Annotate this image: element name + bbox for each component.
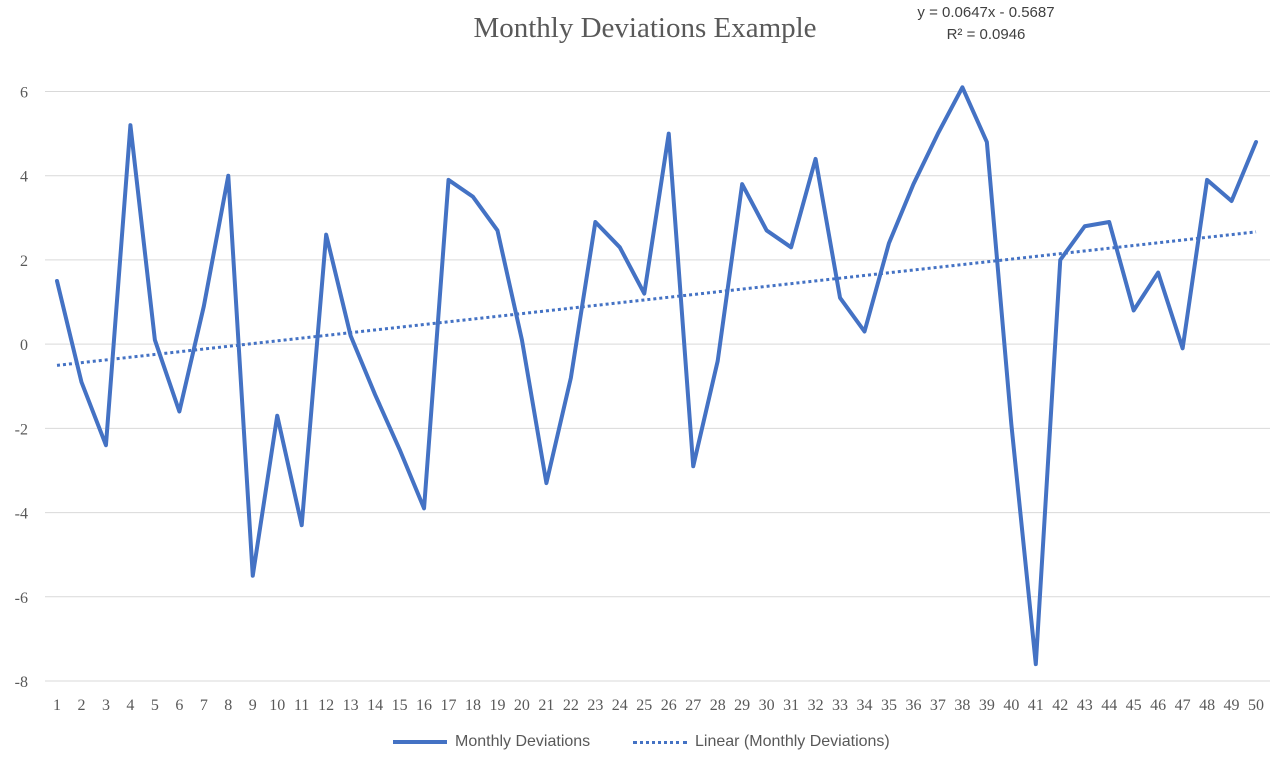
trendline-equation: y = 0.0647x - 0.5687 <box>917 4 1055 21</box>
x-tick-label: 12 <box>318 697 334 714</box>
x-tick-label: 18 <box>465 697 481 714</box>
legend: Monthly Deviations Linear (Monthly Devia… <box>0 732 1280 752</box>
x-tick-label: 31 <box>783 697 799 714</box>
x-axis-ticks: 1 2 3 4 5 6 7 8 9 10 11 12 13 14 15 16 17 18 19 20 21 22 23 24 2… <box>53 697 1264 714</box>
y-tick-label: -8 <box>15 674 28 691</box>
y-tick-label: -6 <box>15 590 28 607</box>
x-tick-label: 42 <box>1052 697 1068 714</box>
x-tick-label: 1 <box>53 697 61 714</box>
x-tick-label: 15 <box>392 697 408 714</box>
x-tick-label: 28 <box>710 697 726 714</box>
x-tick-label: 27 <box>685 697 701 714</box>
y-tick-label: 4 <box>20 169 28 186</box>
x-tick-label: 48 <box>1199 697 1215 714</box>
x-tick-label: 36 <box>905 697 921 714</box>
x-tick-label: 4 <box>126 697 134 714</box>
x-tick-label: 17 <box>441 697 457 714</box>
x-tick-label: 24 <box>612 697 628 714</box>
gridlines <box>45 91 1270 682</box>
trendline-r-squared: R² = 0.0946 <box>946 26 1026 43</box>
x-tick-label: 25 <box>636 697 652 714</box>
x-tick-label: 20 <box>514 697 530 714</box>
y-axis-ticks: 6 4 2 0 -2 -4 -6 -8 <box>15 85 28 692</box>
x-tick-label: 40 <box>1003 697 1019 714</box>
x-tick-label: 16 <box>416 697 432 714</box>
x-tick-label: 30 <box>759 697 775 714</box>
x-tick-label: 9 <box>249 697 257 714</box>
x-tick-label: 39 <box>979 697 995 714</box>
x-tick-label: 32 <box>808 697 824 714</box>
x-tick-label: 33 <box>832 697 848 714</box>
x-tick-label: 41 <box>1028 697 1044 714</box>
series-line-monthly-deviations <box>55 85 1259 667</box>
legend-item-monthly-deviations: Monthly Deviations <box>393 732 590 752</box>
x-tick-label: 35 <box>881 697 897 714</box>
x-tick-label: 10 <box>269 697 285 714</box>
x-tick-label: 50 <box>1248 697 1264 714</box>
series-monthly-deviations <box>55 85 1259 667</box>
chart-title: Monthly Deviations Example <box>473 12 817 44</box>
x-tick-label: 8 <box>224 697 232 714</box>
x-tick-label: 5 <box>151 697 159 714</box>
x-tick-label: 7 <box>200 697 208 714</box>
x-tick-label: 49 <box>1224 697 1240 714</box>
x-tick-label: 37 <box>930 697 946 714</box>
x-tick-label: 13 <box>343 697 359 714</box>
y-tick-label: 0 <box>20 337 28 354</box>
legend-label: Monthly Deviations <box>455 733 591 750</box>
x-tick-label: 14 <box>367 697 383 714</box>
y-tick-label: 2 <box>20 253 28 270</box>
x-tick-label: 21 <box>538 697 554 714</box>
x-tick-label: 44 <box>1101 697 1117 714</box>
x-tick-label: 11 <box>294 697 309 714</box>
legend-label: Linear (Monthly Deviations) <box>695 733 890 750</box>
x-tick-label: 3 <box>102 697 110 714</box>
y-tick-label: -2 <box>15 421 28 438</box>
x-tick-label: 46 <box>1150 697 1166 714</box>
legend-swatch-dotted <box>633 740 687 744</box>
legend-swatch-solid <box>393 740 447 744</box>
x-tick-label: 45 <box>1126 697 1142 714</box>
x-tick-label: 43 <box>1077 697 1093 714</box>
x-tick-label: 26 <box>661 697 677 714</box>
x-tick-label: 2 <box>77 697 85 714</box>
x-tick-label: 47 <box>1175 697 1191 714</box>
x-tick-label: 19 <box>489 697 505 714</box>
x-tick-label: 38 <box>954 697 970 714</box>
y-tick-label: 6 <box>20 85 28 102</box>
x-tick-label: 34 <box>857 697 873 714</box>
x-tick-label: 6 <box>175 697 183 714</box>
x-tick-label: 29 <box>734 697 750 714</box>
x-tick-label: 22 <box>563 697 579 714</box>
legend-item-linear-trend: Linear (Monthly Deviations) <box>633 732 890 752</box>
x-tick-label: 23 <box>587 697 603 714</box>
y-tick-label: -4 <box>15 506 28 523</box>
